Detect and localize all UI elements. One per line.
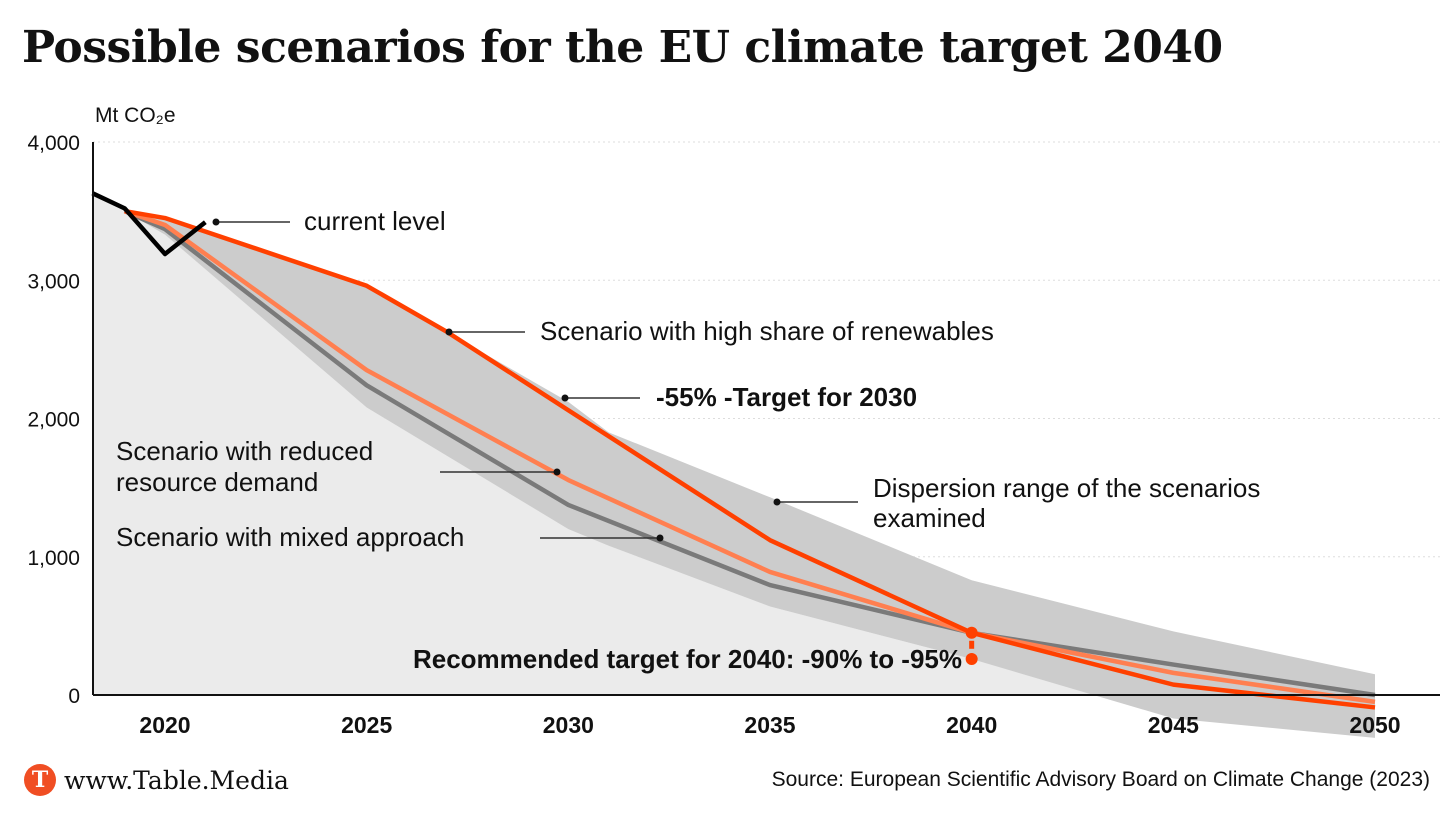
- y-axis-label: Mt CO₂e: [95, 104, 176, 127]
- dispersion-range-band: [124, 211, 1376, 738]
- x-tick-label: 2035: [744, 712, 795, 738]
- marker-current: [212, 218, 220, 226]
- series-line-reduced_demand: [123, 208, 1376, 705]
- y-tick-label: 1,000: [27, 547, 80, 570]
- annotation-target2030: -55% -Target for 2030: [656, 382, 917, 412]
- series-line-mixed: [123, 209, 1376, 698]
- marker-mixed: [656, 534, 664, 542]
- annotation-mixed: Scenario with mixed approach: [116, 522, 464, 552]
- annotation-range-line2: examined: [873, 503, 986, 533]
- series-line-high_renewables: [124, 208, 1376, 710]
- axes: 0 1,000 2,000 3,000 4,000 2020 2025 2030 2035 204…: [27, 132, 1440, 738]
- y-tick-label: 4,000: [27, 132, 80, 155]
- annotation-range-line1: Dispersion range of the scenarios: [873, 473, 1260, 503]
- x-tick-label: 2050: [1349, 712, 1400, 738]
- annotation-current: current level: [304, 206, 446, 236]
- target-point-95: [965, 653, 978, 666]
- annotations: current level Scenario with high share o…: [116, 206, 1260, 674]
- y-tick-label: 2,000: [27, 409, 80, 432]
- background-area: [92, 193, 1375, 695]
- annotation-target2040: Recommended target for 2040: -90% to -95…: [413, 644, 962, 674]
- brand: T www.Table.Media: [24, 764, 289, 796]
- x-tick-label: 2030: [543, 712, 594, 738]
- series-lines: [91, 191, 1376, 710]
- x-tick-label: 2025: [341, 712, 392, 738]
- target-2040-markers: [965, 626, 978, 666]
- x-tick-label: 2045: [1148, 712, 1199, 738]
- brand-url[interactable]: www.Table.Media: [64, 765, 289, 795]
- areas: [92, 193, 1376, 738]
- marker-reduced: [553, 468, 561, 476]
- series-line-historic: [91, 191, 207, 257]
- chart-title: Possible scenarios for the EU climate ta…: [22, 22, 1223, 73]
- annotation-renewables: Scenario with high share of renewables: [540, 316, 994, 346]
- x-tick-label: 2020: [139, 712, 190, 738]
- source-note: Source: European Scientific Advisory Boa…: [771, 768, 1430, 791]
- y-tick-label: 3,000: [27, 270, 80, 293]
- y-tick-label: 0: [68, 685, 80, 708]
- annotation-reduced-line2: resource demand: [116, 467, 318, 497]
- annotation-reduced-line1: Scenario with reduced: [116, 436, 373, 466]
- marker-renewables: [445, 328, 453, 336]
- x-tick-label: 2040: [946, 712, 997, 738]
- marker-range: [773, 498, 781, 506]
- table-media-logo: T: [24, 764, 56, 796]
- target-point-90: [965, 626, 978, 639]
- marker-target2030: [561, 394, 569, 402]
